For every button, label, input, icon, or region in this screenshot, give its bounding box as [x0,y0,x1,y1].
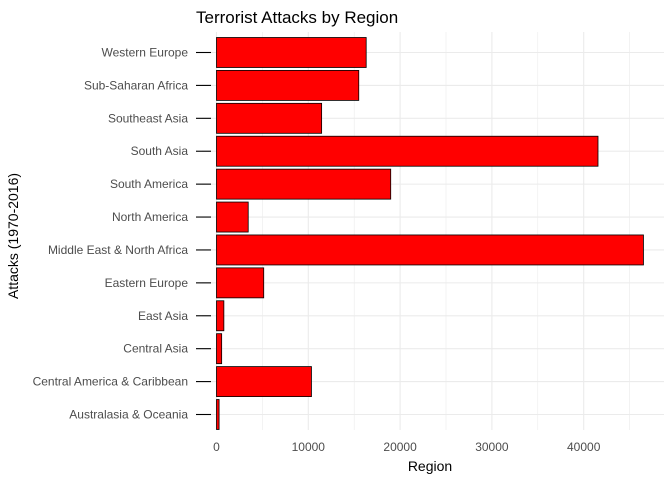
bar [216,267,265,299]
y-axis-title: Attacks (1970-2016) [5,173,21,299]
chart-title: Terrorist Attacks by Region [196,8,398,27]
x-tick-label: 0 [213,440,220,454]
bar [216,168,392,200]
x-axis-title: Region [408,458,452,474]
y-tick-label: North America [112,210,188,224]
bar [216,300,225,332]
bar [216,399,220,430]
y-tick-label: East Asia [138,309,188,323]
y-tick-label: South Asia [131,144,189,158]
y-tick-label: Central America & Caribbean [33,375,188,389]
bar [216,234,644,266]
bar-layer [216,37,644,430]
x-tick-label: 20000 [383,440,417,454]
x-tick-label: 10000 [292,440,326,454]
bar [216,102,323,134]
bar [216,201,249,233]
y-tick-label: Eastern Europe [105,276,189,290]
y-tick-label: South America [110,177,188,191]
y-tick-label: Western Europe [102,46,189,60]
x-tick-label: 30000 [475,440,509,454]
bar [216,37,367,68]
axis-layer: Australasia & Oceania Central America & C… [33,46,601,455]
x-tick-label: 40000 [567,440,601,454]
y-tick-label: Sub-Saharan Africa [84,78,188,92]
y-tick-label: Middle East & North Africa [48,243,188,257]
bar [216,366,312,397]
bar [216,135,599,167]
bar [216,70,360,101]
y-tick-label: Southeast Asia [108,111,188,125]
bar [216,333,223,365]
y-tick-label: Central Asia [123,342,188,356]
y-tick-label: Australasia & Oceania [69,408,188,422]
